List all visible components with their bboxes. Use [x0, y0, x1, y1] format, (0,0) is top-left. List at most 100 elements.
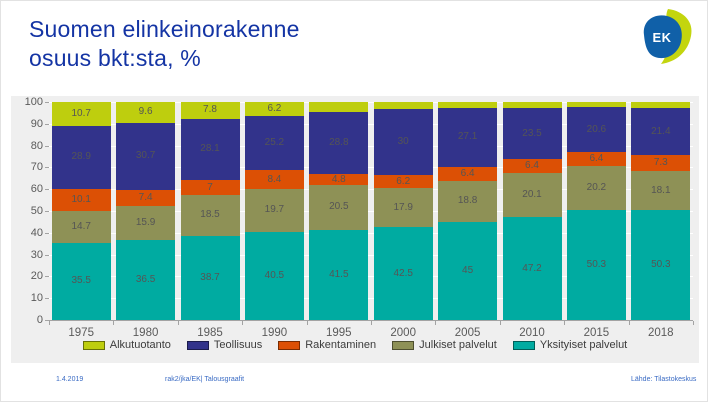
legend-item: Alkutuotanto [82, 339, 171, 351]
y-tick-label: 40 [30, 226, 43, 239]
y-axis-tick [45, 320, 49, 321]
bar-segment [180, 118, 240, 181]
ek-logo-text: EK [652, 30, 671, 45]
y-grid-line [49, 167, 693, 169]
bar-segment-label: 6.2 [396, 175, 411, 187]
x-tick-label: 1980 [132, 327, 159, 339]
bar-segment [116, 122, 176, 190]
bar-segment-label: 4.8 [331, 173, 346, 185]
bar-segment-label: 14.7 [71, 220, 91, 232]
bar-segment-label: 35.5 [71, 275, 91, 287]
x-axis-tick [693, 321, 694, 325]
x-axis-tick [371, 321, 372, 325]
bar-segment-label: 7.3 [653, 156, 668, 168]
bar-segment-label: 40.5 [264, 269, 285, 281]
y-grid-line [49, 254, 693, 256]
y-axis-tick [45, 276, 49, 278]
bar-segment [116, 240, 176, 320]
y-grid-line [49, 189, 693, 191]
bar-segment [373, 227, 433, 320]
y-axis-tick [45, 123, 49, 125]
x-axis-line [49, 320, 693, 321]
x-axis-tick [242, 321, 244, 325]
y-grid-line [49, 232, 693, 234]
bar-segment [631, 210, 691, 320]
bar-segment [502, 173, 562, 218]
footer-document-reference: rak2/jka/EK| Talousgraafit [165, 376, 245, 383]
bar-segment [180, 195, 240, 236]
bar-segment [566, 102, 626, 108]
ek-logo-icon: EK [643, 9, 692, 64]
bar-segment-label: 18.1 [651, 184, 671, 196]
y-tick-label: 20 [30, 270, 43, 283]
bar-segment-label: 6.4 [589, 153, 604, 165]
x-tick-label: 2000 [390, 327, 416, 339]
bar-segment [438, 221, 498, 320]
bar-segment-label: 38.7 [200, 271, 220, 283]
bar-segment-label: 7.4 [138, 191, 153, 203]
legend-label: Julkiset palvelut [419, 339, 497, 351]
bar-segment-label: 17.9 [393, 201, 413, 213]
bar-segment-label: 50.3 [586, 259, 607, 271]
bar-segment-label: 6.4 [460, 167, 475, 179]
y-tick-label: 90 [30, 117, 43, 130]
bar-segment-label: 45 [462, 264, 474, 276]
bar-segment [373, 102, 433, 110]
y-tick-label: 60 [30, 183, 43, 196]
x-axis-tick [435, 321, 437, 325]
bar-segment [373, 174, 433, 189]
legend-label: Alkutuotanto [109, 339, 171, 351]
bar-segment [116, 189, 176, 206]
bar-segment [309, 184, 369, 230]
x-axis-tick [499, 321, 501, 325]
page-title: Suomen elinkeinorakenne osuus bkt:sta, % [29, 15, 300, 74]
x-axis-tick [113, 321, 115, 325]
bar-segment [116, 205, 176, 241]
bar-segment [51, 242, 111, 320]
x-axis-tick [49, 321, 50, 325]
legend-label: Teollisuus [213, 339, 263, 351]
bar-segment [180, 101, 240, 119]
y-axis-tick [45, 211, 49, 212]
x-tick-label: 2018 [647, 327, 674, 339]
bar-segment [438, 180, 498, 222]
legend-label: Rakentaminen [305, 339, 377, 351]
bar-segment [631, 154, 691, 171]
y-axis-tick [45, 102, 49, 103]
x-axis-tick [177, 321, 179, 325]
bar-segment-label: 8.4 [267, 173, 282, 185]
bar-segment-label: 27.1 [457, 131, 478, 143]
bar-segment [180, 235, 240, 320]
bar-segment [51, 188, 111, 211]
bar-segment [566, 152, 626, 167]
x-tick-label: 1995 [325, 327, 352, 339]
legend-item: Teollisuus [186, 339, 263, 351]
x-tick-label: 2010 [519, 327, 545, 339]
bar-segment [309, 174, 369, 185]
bar-segment [438, 102, 498, 108]
y-grid-line [49, 102, 693, 103]
bar-segment-label: 9.6 [138, 106, 153, 118]
legend-swatch-icon [392, 340, 415, 350]
legend-item: Rakentaminen [278, 339, 376, 351]
y-axis-tick [45, 145, 49, 147]
bar-segment [51, 102, 111, 126]
bar-segment [566, 210, 626, 320]
bar-segment-label: 18.8 [457, 195, 478, 207]
y-axis-tick [45, 298, 49, 300]
bar-segment [631, 170, 691, 211]
bar-segment [244, 188, 304, 232]
bar-segment [244, 231, 304, 320]
bar-segment [502, 102, 562, 109]
y-tick-label: 10 [30, 292, 43, 305]
bar-segment-label: 42.5 [393, 267, 413, 279]
bar-segment-label: 30 [397, 136, 409, 148]
bar-segment-label: 6.2 [267, 102, 282, 114]
bar-segment [244, 102, 304, 116]
bar-segment-label: 21.4 [651, 125, 671, 137]
legend-item: Yksityiset palvelut [512, 339, 627, 351]
title-line-1: Suomen elinkeinorakenne [29, 16, 300, 42]
x-tick-label: 2005 [454, 327, 481, 339]
y-tick-label: 0 [36, 314, 43, 326]
